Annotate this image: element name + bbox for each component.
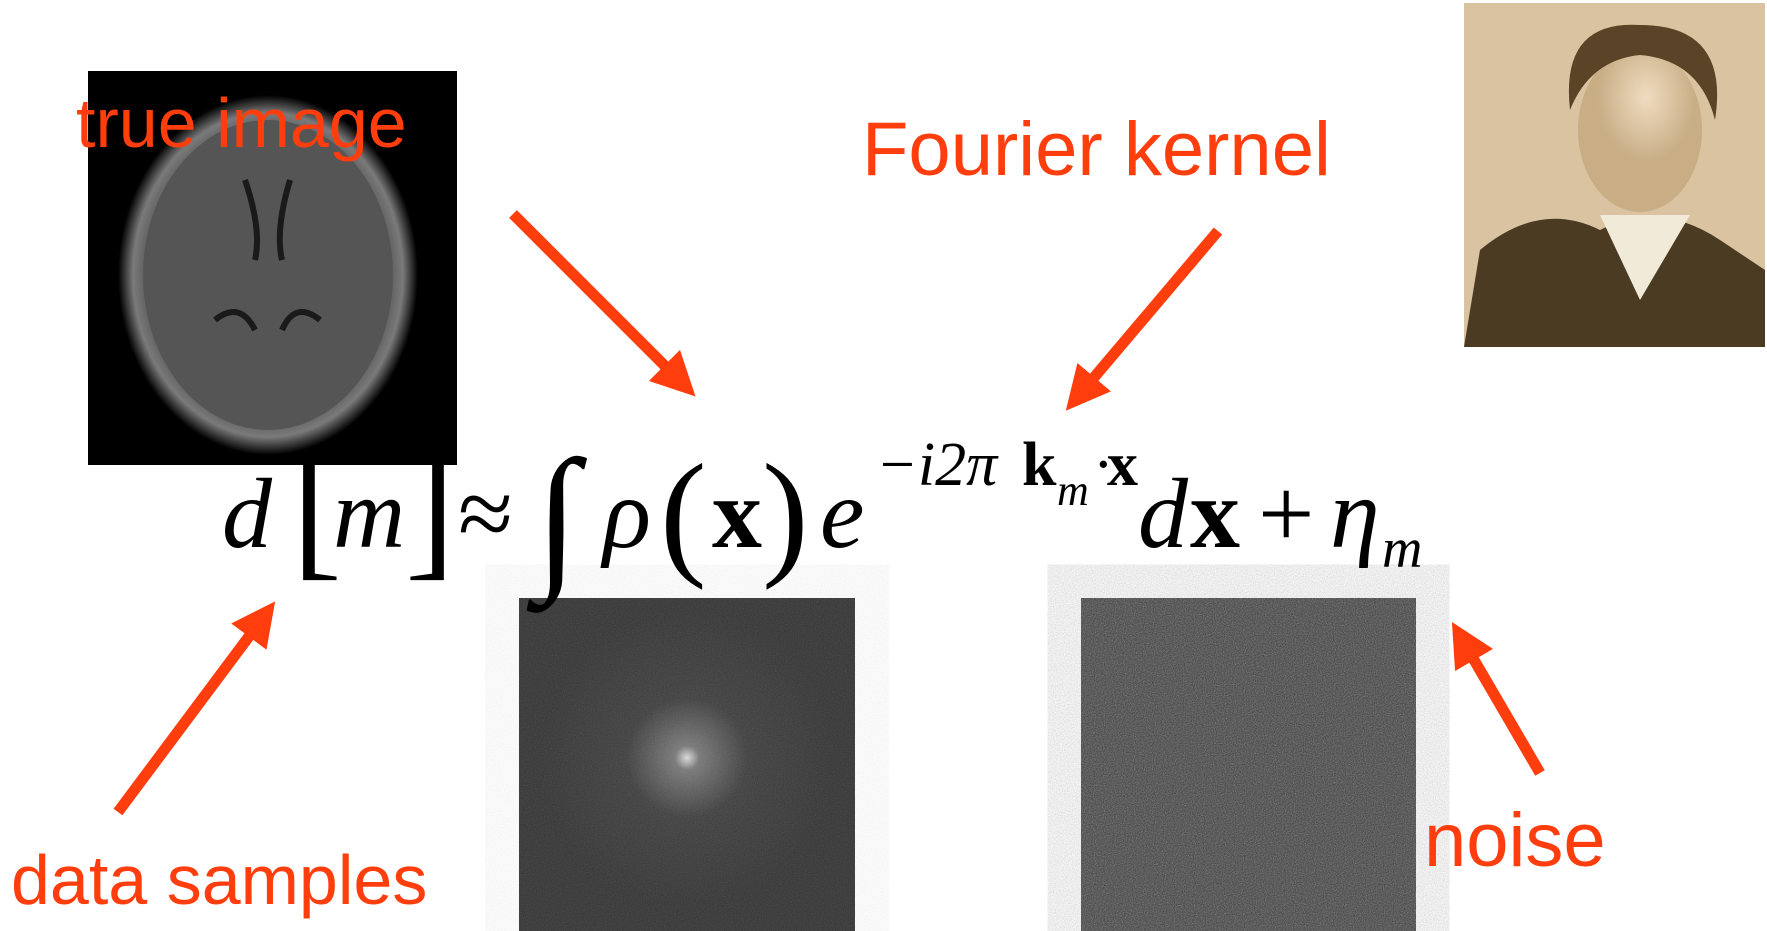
- eq-symbol: m: [1382, 518, 1422, 580]
- eq-symbol: d: [222, 458, 273, 569]
- eq-symbol: x: [1107, 431, 1138, 499]
- arrow: [118, 619, 262, 812]
- eq-symbol: x: [1190, 458, 1240, 569]
- eq-symbol: (: [660, 436, 707, 591]
- eq-symbol: −i2π: [876, 431, 999, 499]
- page: true image Fourier kernel data samples n…: [0, 0, 1767, 931]
- label: true image: [76, 84, 407, 162]
- label: data samples: [11, 841, 427, 919]
- slide: true image Fourier kernel data samples n…: [0, 0, 1767, 931]
- eq-symbol: ]: [405, 427, 455, 593]
- eq-symbol: m: [1057, 466, 1089, 515]
- eq-symbol: e: [820, 458, 864, 569]
- eq-symbol: +: [1258, 458, 1314, 569]
- eq-symbol: x: [712, 458, 762, 569]
- arrow: [1463, 641, 1540, 773]
- noise-image: [1081, 598, 1416, 931]
- eq-symbol: m: [333, 458, 405, 569]
- eq-symbol: d: [1138, 458, 1189, 569]
- label: Fourier kernel: [862, 107, 1331, 192]
- eq-symbol: ≈: [458, 458, 513, 569]
- eq-symbol: η: [1330, 458, 1380, 569]
- eq-symbol: ): [762, 436, 809, 591]
- arrow: [513, 214, 680, 381]
- eq-symbol: ∫: [526, 427, 587, 613]
- label: noise: [1424, 798, 1606, 883]
- kspace-image: [519, 598, 855, 931]
- arrow: [1080, 231, 1218, 394]
- eq-symbol: ρ: [600, 458, 651, 569]
- portrait-image: [1464, 3, 1765, 347]
- eq-symbol: k: [1022, 431, 1057, 499]
